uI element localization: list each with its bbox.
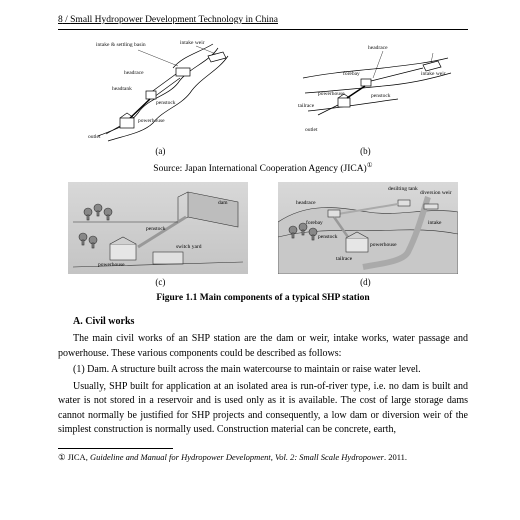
label-powerhouse-c: powerhouse [98, 262, 125, 270]
label-headtank: headtank [112, 86, 132, 94]
label-powerhouse-d: powerhouse [370, 242, 397, 250]
page-number: 8 [58, 15, 63, 25]
footnote-mark: ① [58, 452, 66, 462]
footnote-text-b: . 2011. [384, 452, 407, 462]
caption-b: (b) [360, 145, 371, 158]
page-header: 8 / Small Hydropower Development Technol… [58, 14, 468, 30]
paragraph-2: (1) Dam. A structure built across the ma… [58, 363, 468, 378]
label-tailrace-d: tailrace [336, 256, 352, 264]
figure-row-2: dam penstock switch yard powerhouse [58, 182, 468, 274]
paragraph-3: Usually, SHP built for application at an… [58, 380, 468, 438]
label-penstock-d: penstock [318, 234, 338, 242]
label-headrace-b: headrace [368, 45, 388, 53]
label-desilting: desilting tank [388, 186, 418, 194]
caption-row-2: (c) (d) [58, 276, 468, 289]
diagram-b: headrace intake weir forebay penstock po… [283, 43, 458, 143]
footnote-text-a: JICA, [68, 452, 90, 462]
label-penstock-b: penstock [371, 93, 391, 101]
label-intake-weir-b: intake weir [421, 71, 446, 79]
footnote-italic: Guideline and Manual for Hydropower Deve… [90, 452, 384, 462]
label-diversion: diversion weir [420, 190, 452, 198]
figure-source: Source: Japan International Cooperation … [58, 161, 468, 176]
diagram-a: intake & settling basin intake weir head… [68, 38, 253, 143]
caption-d: (d) [360, 276, 371, 289]
label-outlet-b: outlet [305, 127, 318, 135]
running-title: Small Hydropower Development Technology … [70, 15, 278, 25]
label-headrace-d: headrace [296, 200, 316, 208]
source-ref: ① [367, 162, 373, 169]
footnote: ① JICA, Guideline and Manual for Hydropo… [58, 452, 468, 463]
source-text: Source: Japan International Cooperation … [153, 164, 366, 174]
label-dam: dam [218, 200, 227, 208]
paragraph-1: The main civil works of an SHP station a… [58, 332, 468, 361]
figure-title: Figure 1.1 Main components of a typical … [58, 292, 468, 305]
label-penstock-c: penstock [146, 226, 166, 234]
label-penstock-a: penstock [156, 100, 176, 108]
label-forebay-b: forebay [343, 71, 360, 79]
label-switch-yard: switch yard [176, 244, 202, 252]
label-forebay-d: forebay [306, 220, 323, 228]
caption-a: (a) [155, 145, 165, 158]
caption-c: (c) [155, 276, 165, 289]
label-intake-weir-a: intake weir [180, 40, 205, 48]
label-intake-basin: intake & settling basin [96, 42, 146, 50]
caption-row-1: (a) (b) [58, 145, 468, 158]
diagram-c: dam penstock switch yard powerhouse [68, 182, 248, 274]
label-powerhouse-b: powerhouse [318, 91, 345, 99]
figure-row-1: intake & settling basin intake weir head… [58, 38, 468, 143]
label-headrace-a: headrace [124, 70, 144, 78]
label-tailrace-b: tailrace [298, 103, 314, 111]
label-outlet-a: outlet [88, 134, 101, 142]
label-powerhouse-a: powerhouse [138, 118, 165, 126]
section-heading: A. Civil works [58, 315, 468, 329]
footnote-rule [58, 448, 173, 449]
diagram-d: headrace desilting tank diversion weir f… [278, 182, 458, 274]
label-intake-d: intake [428, 220, 441, 228]
